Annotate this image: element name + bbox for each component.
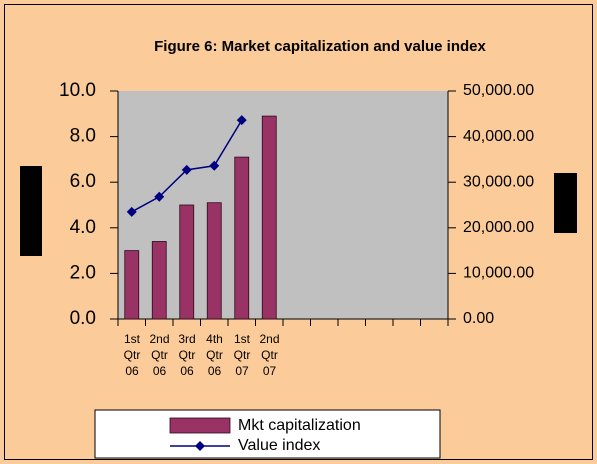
line-marker [181,164,192,175]
x-tick-label: 4th Qtr 06 [206,332,223,378]
redacted-axis-title [554,173,577,233]
legend-label: Value index [238,437,320,454]
line-marker [236,115,247,126]
y-tick-label: 0.0 [70,308,96,329]
chart-title: Figure 6: Market capitalization and valu… [154,38,486,55]
bar [261,115,277,320]
line-marker [209,160,220,171]
y-tick-label: 8.0 [70,126,96,147]
x-tick-label: 3rd Qtr 06 [178,332,196,378]
y-tick-label: 4.0 [70,217,96,238]
x-tick-label: 2nd Qtr 06 [149,332,170,378]
x-tick-label: 1st Qtr 06 [123,332,141,378]
legend-label: Mkt capitalization [238,417,361,434]
bar [206,202,222,320]
bar [124,250,140,320]
y2-tick-label: 0.00 [463,310,494,327]
y-tick-label: 10.0 [59,80,96,101]
y-tick-label: 6.0 [70,171,96,192]
y2-tick-label: 40,000.00 [463,128,534,145]
bar [234,156,250,320]
y2-tick-label: 20,000.00 [463,219,534,236]
plot-area [118,91,448,319]
y2-tick-label: 10,000.00 [463,265,534,282]
legend-marker [195,441,205,451]
x-tick-label: 2nd Qtr 07 [259,332,280,378]
line-marker [154,191,165,202]
y2-tick-label: 50,000.00 [463,82,534,99]
y2-tick-label: 30,000.00 [463,173,534,190]
bar [151,241,167,320]
x-tick-label: 1st Qtr 07 [233,332,251,378]
chart-border [4,4,593,460]
legend-swatch [169,417,231,434]
line-marker [126,206,137,217]
y-tick-label: 2.0 [70,262,96,283]
redacted-axis-title [20,166,42,256]
legend-box [94,409,441,459]
bar [179,204,195,320]
